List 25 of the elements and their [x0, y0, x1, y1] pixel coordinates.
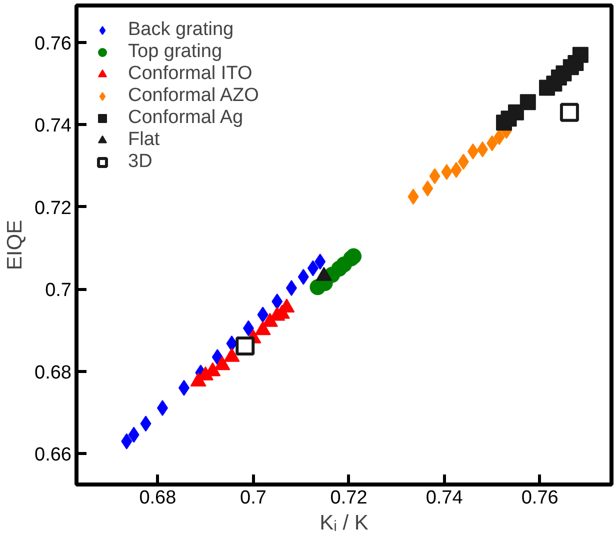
- point: [520, 94, 536, 110]
- x-tick-label: 0.72: [330, 488, 368, 508]
- x-axis-title: Kᵢ / K: [320, 512, 368, 534]
- legend-label: Conformal ITO: [128, 63, 252, 85]
- y-tick-label: 0.68: [34, 362, 72, 384]
- legend-label: Back grating: [128, 19, 234, 41]
- y-tick-label: 0.7: [45, 280, 72, 302]
- point: [508, 104, 524, 120]
- y-tick-label: 0.74: [34, 116, 72, 137]
- legend-label: Flat: [128, 129, 160, 151]
- point: [560, 102, 579, 122]
- x-tick-label: 0.68: [139, 488, 176, 508]
- legend-label: Top grating: [128, 41, 222, 63]
- x-tick-label: 0.74: [426, 488, 464, 508]
- x-tick-label: 0.76: [521, 488, 558, 508]
- y-tick-label: 0.76: [34, 34, 72, 55]
- legend-label: Conformal Ag: [128, 107, 244, 129]
- legend-label: 3D: [128, 151, 152, 173]
- legend-label: Conformal AZO: [128, 85, 259, 107]
- point: [572, 46, 588, 63]
- y-axis-title: EIQE: [4, 220, 27, 270]
- y-tick-label: 0.66: [34, 444, 72, 466]
- x-tick-label: 0.7: [240, 488, 266, 508]
- point: [236, 336, 255, 356]
- y-tick-label: 0.72: [34, 198, 72, 219]
